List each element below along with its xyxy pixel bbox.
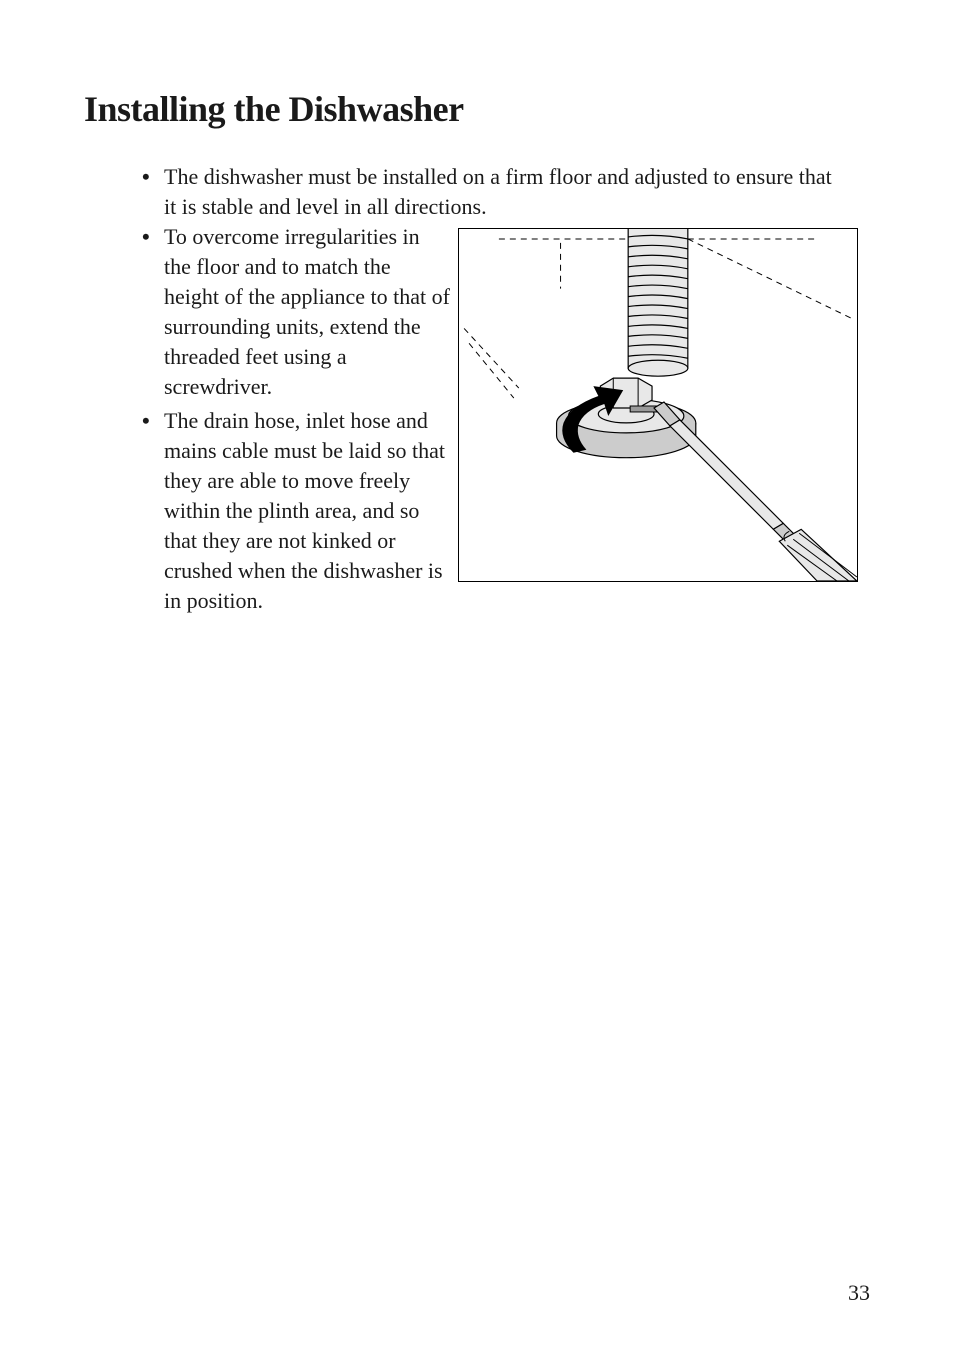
bullet-item: • To overcome irregularities in the floo… bbox=[142, 222, 450, 402]
bullet-item: • The dishwasher must be installed on a … bbox=[142, 162, 842, 222]
bullet-mark: • bbox=[142, 406, 158, 616]
bullet-text: To overcome irregularities in the floor … bbox=[164, 222, 450, 402]
page-title: Installing the Dishwasher bbox=[84, 88, 870, 130]
leveling-foot-diagram bbox=[458, 228, 858, 582]
screwdriver bbox=[654, 402, 857, 581]
threaded-bolt bbox=[628, 229, 688, 376]
bullet-mark: • bbox=[142, 222, 158, 402]
bullet-text: The drain hose, inlet hose and mains cab… bbox=[164, 406, 450, 616]
bullet-item: • The drain hose, inlet hose and mains c… bbox=[142, 406, 450, 616]
page-number: 33 bbox=[848, 1280, 870, 1306]
bullet-text: The dishwasher must be installed on a fi… bbox=[164, 162, 842, 222]
bullet-mark: • bbox=[142, 162, 158, 222]
